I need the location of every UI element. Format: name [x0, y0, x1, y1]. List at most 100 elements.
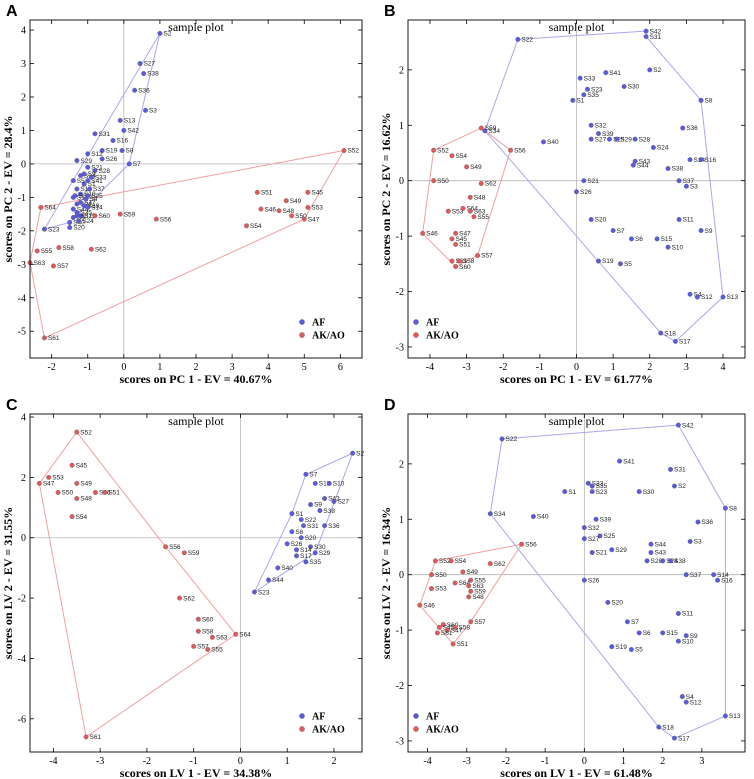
point-label-S45: S45 [455, 236, 467, 243]
point-af-S9 [308, 502, 314, 507]
y-tick-label: -4 [18, 293, 26, 304]
point-label-S63: S63 [216, 635, 228, 642]
axes-frame [407, 413, 746, 753]
point-label-S53: S53 [435, 586, 447, 593]
point-af-S12 [694, 294, 700, 300]
point-label-S2: S2 [163, 31, 171, 38]
point-af-S19 [609, 644, 615, 650]
y-tick-label: 1 [399, 515, 404, 526]
point-label-S52: S52 [347, 148, 359, 155]
y-tick-label: -2 [396, 287, 404, 298]
point-label-S25: S25 [604, 533, 616, 540]
point-label-S46: S46 [423, 602, 435, 609]
point-af-S1 [562, 489, 568, 495]
y-tick-label: -5 [18, 327, 26, 338]
point-label-S6: S6 [295, 529, 303, 536]
point-label-S50: S50 [435, 572, 447, 579]
point-label-S45: S45 [311, 190, 323, 197]
point-label-S22: S22 [521, 37, 533, 44]
point-label-S34: S34 [494, 511, 506, 518]
point-label-S61: S61 [441, 630, 453, 637]
point-label-S8: S8 [729, 505, 737, 512]
point-akao-S45 [305, 189, 311, 195]
point-label-S30: S30 [314, 544, 326, 551]
point-label-S53: S53 [311, 205, 323, 212]
x-tick-label: 1 [611, 362, 616, 373]
y-tick-label: -6 [18, 714, 26, 725]
y-tick-label: -2 [396, 681, 404, 692]
point-akao-S48 [467, 194, 473, 200]
point-label-S6: S6 [635, 236, 643, 243]
point-af-S12 [683, 699, 689, 705]
hull-af [489, 424, 726, 739]
point-af-S13 [312, 480, 318, 486]
point-label-S30: S30 [628, 84, 640, 91]
point-af-S31 [301, 523, 306, 529]
point-af-S26 [581, 577, 587, 583]
point-af-S39 [596, 131, 601, 137]
point-label-S36: S36 [328, 523, 340, 530]
point-af-S1 [289, 511, 295, 517]
point-af-S35 [303, 559, 309, 565]
point-label-S13: S13 [319, 481, 331, 488]
point-label-S11: S11 [683, 217, 694, 224]
point-af-S42 [121, 127, 127, 133]
point-af-S2 [672, 483, 677, 489]
point-af-S38 [668, 558, 673, 564]
point-label-S46: S46 [264, 206, 276, 213]
x-tick-label: -3 [462, 362, 470, 373]
point-af-S27 [581, 536, 587, 542]
point-af-S6 [628, 236, 634, 242]
legend-label-akao: AK/AO [312, 725, 345, 736]
point-akao-S63 [466, 583, 472, 589]
x-tick-label: 2 [647, 362, 652, 373]
point-label-S20: S20 [595, 217, 607, 224]
point-af-S29 [609, 547, 615, 553]
point-akao-S53 [305, 204, 311, 210]
point-label-S62: S62 [183, 595, 195, 602]
x-tick-label: -2 [143, 756, 151, 767]
point-label-S36: S36 [686, 125, 698, 132]
point-label-S43: S43 [654, 550, 666, 557]
point-label-S64: S64 [459, 580, 471, 587]
point-af-S30 [621, 84, 627, 89]
point-af-S42 [322, 496, 328, 501]
point-af-S1 [570, 97, 576, 103]
point-label-S8: S8 [126, 148, 134, 155]
point-af-S4 [679, 694, 685, 700]
point-akao-S58 [452, 624, 458, 630]
x-tick-label: 0 [238, 756, 243, 767]
point-label-S30: S30 [79, 193, 91, 200]
x-tick-label: 4 [266, 362, 271, 373]
x-tick-label: 1 [157, 362, 162, 373]
point-label-S52: S52 [437, 147, 449, 154]
point-label-S61: S61 [90, 734, 102, 741]
point-label-S24: S24 [82, 218, 94, 225]
point-label-S15: S15 [666, 630, 678, 637]
legend-marker-af [299, 319, 305, 325]
point-akao-S52 [432, 558, 438, 564]
point-af-S15 [660, 630, 666, 636]
y-tick-label: 3 [21, 59, 26, 70]
x-tick-label: -1 [541, 756, 549, 767]
point-akao-S61 [83, 734, 89, 740]
point-label-S40: S40 [547, 139, 559, 146]
point-label-S7: S7 [133, 161, 141, 168]
point-label-S28: S28 [98, 168, 110, 175]
legend-label-af: AF [426, 712, 439, 723]
x-tick-label: -1 [189, 756, 197, 767]
x-tick-label: 2 [331, 756, 336, 767]
point-label-S55: S55 [474, 577, 486, 584]
point-label-S48: S48 [80, 496, 92, 503]
point-af-S40 [67, 220, 73, 225]
point-af-S37 [683, 572, 689, 578]
point-af-S2 [157, 30, 163, 36]
point-label-S17: S17 [84, 200, 96, 207]
point-label-S18: S18 [662, 724, 674, 731]
point-label-S53: S53 [452, 208, 464, 215]
point-label-S1: S1 [568, 489, 576, 496]
point-af-S7 [624, 619, 630, 625]
point-label-S49: S49 [470, 164, 482, 171]
point-af-S9 [698, 228, 704, 234]
point-label-S48: S48 [474, 195, 486, 202]
